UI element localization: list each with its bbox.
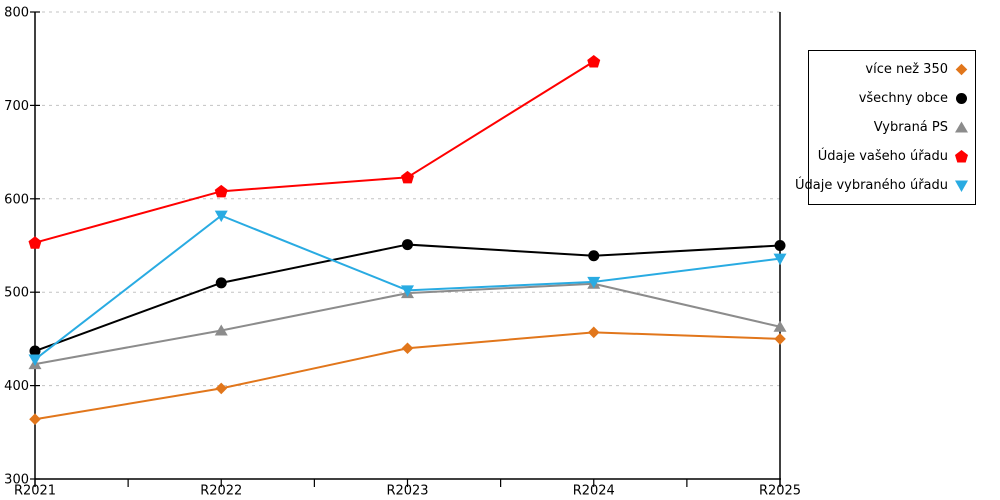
data-point-diamond-icon <box>401 342 414 355</box>
legend-circle-icon <box>956 93 967 104</box>
legend-diamond-icon <box>955 63 968 76</box>
x-axis-tick-label: R2022 <box>200 484 242 499</box>
data-point-circle-icon <box>588 250 600 262</box>
data-point-pentagon-icon <box>214 184 228 198</box>
legend-item-label: všechny obce <box>858 91 948 106</box>
legend-item: Údaje vašeho úřadu <box>813 145 969 169</box>
legend-item: všechny obce <box>813 87 969 111</box>
series-triangle-down <box>28 210 787 366</box>
data-point-circle-icon <box>402 239 413 251</box>
data-point-circle-icon <box>29 345 41 357</box>
x-axis-tick-label: R2021 <box>14 484 56 499</box>
triangle-down-icon <box>955 180 968 192</box>
chart-legend: více než 350 všechny obce Vybraná PS Údaje … <box>795 50 976 205</box>
y-axis-tick-label: 500 <box>4 286 29 301</box>
pentagon-icon <box>955 150 968 163</box>
legend-triangle-down-icon <box>955 180 968 192</box>
y-axis-tick-label: 700 <box>4 99 29 114</box>
legend-item-label: Údaje vašeho úřadu <box>817 149 948 164</box>
data-point-pentagon-icon <box>28 236 42 249</box>
data-point-circle-icon <box>215 277 227 289</box>
data-point-pentagon-icon <box>401 170 414 184</box>
data-point-diamond-icon <box>587 326 600 339</box>
diamond-icon <box>955 63 968 76</box>
data-point-triangle-down-icon <box>773 253 787 266</box>
y-axis-tick-label: 300 <box>4 473 29 488</box>
y-axis-tick-label: 600 <box>4 192 29 207</box>
data-point-triangle-down-icon <box>401 285 414 297</box>
x-axis-tick-label: R2023 <box>386 484 428 499</box>
data-point-triangle-up-icon <box>214 324 228 336</box>
data-point-diamond-icon <box>215 382 228 395</box>
series-line <box>34 60 595 244</box>
data-point-circle-icon <box>774 240 786 251</box>
circle-icon <box>956 93 967 104</box>
data-point-triangle-down-icon <box>28 354 42 366</box>
legend-triangle-up-icon <box>955 121 968 133</box>
x-axis-tick-label: R2024 <box>573 484 615 499</box>
legend-item: Vybraná PS <box>813 116 969 140</box>
data-point-triangle-down-icon <box>214 210 228 223</box>
data-point-triangle-up-icon <box>773 320 787 332</box>
data-point-pentagon-icon <box>587 55 601 68</box>
series-pentagon <box>28 55 601 249</box>
x-axis-tick-label: R2025 <box>759 484 801 499</box>
data-point-diamond-icon <box>29 413 41 426</box>
data-point-diamond-icon <box>774 333 786 345</box>
legend-item-label: Vybraná PS <box>873 120 948 135</box>
legend-item-label: Údaje vybraného úřadu <box>794 178 948 193</box>
y-axis-tick-label: 800 <box>4 6 29 21</box>
legend-item: Údaje vybraného úřadu <box>795 174 969 198</box>
data-point-triangle-down-icon <box>587 276 601 289</box>
legend-pentagon-icon <box>955 150 968 163</box>
triangle-up-icon <box>955 121 968 133</box>
legend-item-label: více než 350 <box>865 62 948 77</box>
y-axis-tick-label: 400 <box>4 379 29 394</box>
series-circle <box>29 239 786 357</box>
series-diamond <box>29 326 786 426</box>
legend-item: více než 350 <box>813 58 969 82</box>
